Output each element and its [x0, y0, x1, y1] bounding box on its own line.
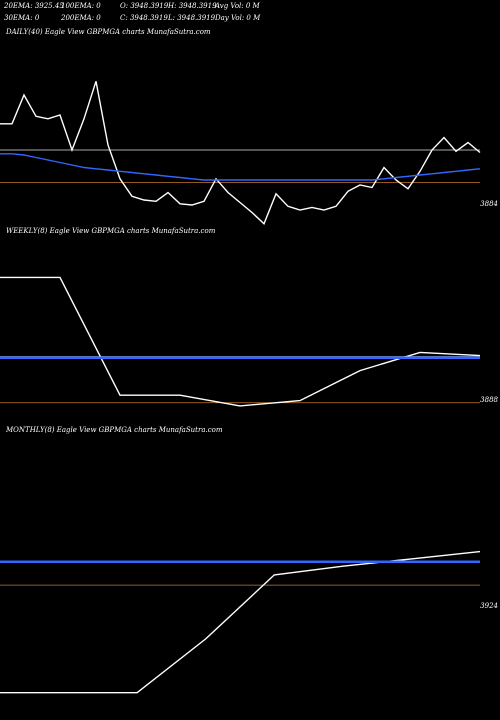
header-row-2b: 200EMA: 0 — [61, 14, 101, 22]
high-label: H: 3948.3919 — [168, 2, 217, 10]
low-label: L: 3948.3919 — [168, 14, 216, 22]
ema30-label: 30EMA: 0 — [4, 14, 40, 22]
series-line-1-0 — [0, 276, 481, 407]
header-row-1c: O: 3948.3919 — [120, 2, 168, 10]
ema100-label: 100EMA: 0 — [61, 2, 101, 10]
price-label-2: 3924 — [480, 602, 498, 610]
header-row-2e: Day Vol: 0 M — [215, 14, 260, 22]
price-label-1: 3888 — [480, 396, 498, 404]
header-row-1e: Avg Vol: 0 M — [215, 2, 260, 10]
panel-title-0: DAILY(40) Eagle View GBPMGA charts Munaf… — [5, 28, 211, 36]
series-line-2-0 — [0, 550, 481, 694]
close-label: C: 3948.3919 — [120, 14, 168, 22]
series-line-0-1 — [0, 153, 481, 181]
series-line-0-0 — [0, 81, 481, 226]
ema20-label: 20EMA: 3925.45 — [4, 2, 64, 10]
header-row-2d: L: 3948.3919 — [168, 14, 215, 22]
panel-title-1: WEEKLY(8) Eagle View GBPMGA charts Munaf… — [6, 227, 216, 235]
price-label-0: 3884 — [480, 200, 498, 208]
ema200-label: 200EMA: 0 — [61, 14, 101, 22]
avg-vol-label: Avg Vol: 0 M — [215, 2, 260, 10]
header-row-1: 20EMA: 3925.45 — [4, 2, 64, 10]
header-row-2: 30EMA: 0 — [4, 14, 39, 22]
day-vol-label: Day Vol: 0 M — [215, 14, 261, 22]
panel-title-2: MONTHLY(8) Eagle View GBPMGA charts Muna… — [5, 426, 223, 434]
header-row-1d: H: 3948.3919 — [168, 2, 217, 10]
open-label: O: 3948.3919 — [120, 2, 169, 10]
header-row-1b: 100EMA: 0 — [61, 2, 101, 10]
header-row-2c: C: 3948.3919 — [120, 14, 168, 22]
